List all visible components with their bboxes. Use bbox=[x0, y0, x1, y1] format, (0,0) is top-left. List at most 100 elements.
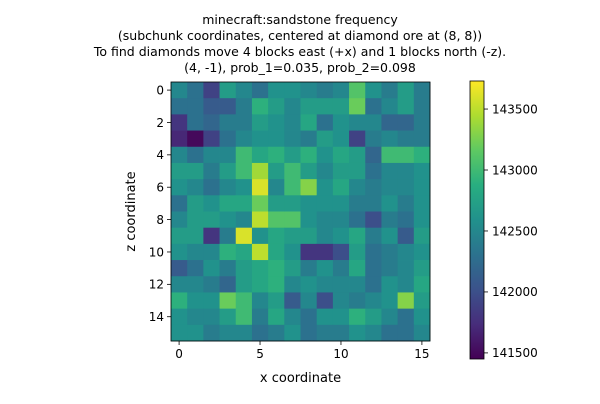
heatmap-cell bbox=[284, 227, 301, 245]
heatmap-cell bbox=[300, 260, 318, 277]
heatmap-cell bbox=[300, 308, 318, 326]
heatmap-cell bbox=[316, 162, 334, 180]
chart-title: minecraft:sandstone frequency (subchunk … bbox=[93, 12, 506, 75]
heatmap-cell bbox=[203, 227, 220, 245]
heatmap-cell bbox=[171, 98, 188, 115]
heatmap-cell bbox=[365, 292, 382, 310]
heatmap-cell bbox=[349, 179, 366, 196]
heatmap-cell bbox=[413, 162, 431, 180]
heatmap-cell bbox=[284, 98, 301, 115]
heatmap-cell bbox=[397, 276, 415, 293]
heatmap-cell bbox=[251, 308, 269, 326]
heatmap-cell bbox=[268, 179, 285, 196]
heatmap-cell bbox=[397, 146, 415, 164]
heatmap-cell bbox=[316, 260, 334, 277]
heatmap-cell bbox=[381, 292, 399, 310]
heatmap-cell bbox=[251, 243, 269, 261]
y-tick-label: 6 bbox=[156, 181, 164, 195]
heatmap-cell bbox=[316, 276, 334, 293]
y-tick-label: 8 bbox=[156, 213, 164, 227]
heatmap-cell bbox=[171, 179, 188, 196]
heatmap-cell bbox=[219, 292, 237, 310]
heatmap-cell bbox=[219, 82, 237, 99]
heatmap-cell bbox=[365, 260, 382, 277]
heatmap-cell bbox=[316, 308, 334, 326]
heatmap-cell bbox=[397, 98, 415, 115]
heatmap-cell bbox=[284, 292, 301, 310]
title-line-4: (4, -1), prob_1=0.035, prob_2=0.098 bbox=[184, 60, 416, 75]
title-line-2: (subchunk coordinates, centered at diamo… bbox=[118, 28, 482, 43]
heatmap-cell bbox=[251, 195, 269, 212]
heatmap-cell bbox=[187, 130, 204, 148]
heatmap-cell bbox=[235, 227, 253, 245]
y-axis-ticks: 0 2 4 6 8 10 12 14 bbox=[149, 83, 171, 324]
heatmap-cell bbox=[268, 162, 285, 180]
heatmap-cell bbox=[397, 179, 415, 196]
heatmap-cell bbox=[300, 114, 318, 131]
heatmap-cell bbox=[413, 324, 431, 342]
heatmap-cell bbox=[284, 162, 301, 180]
heatmap-cell bbox=[300, 162, 318, 180]
heatmap-cell bbox=[235, 146, 253, 164]
heatmap-cell bbox=[219, 276, 237, 293]
heatmap-cell bbox=[349, 276, 366, 293]
heatmap-cell bbox=[316, 146, 334, 164]
x-axis-ticks: 0 5 10 15 bbox=[175, 341, 430, 361]
heatmap-cell bbox=[332, 98, 350, 115]
x-tick-label: 15 bbox=[414, 347, 429, 361]
heatmap-cell bbox=[203, 276, 220, 293]
heatmap-cell bbox=[349, 260, 366, 277]
heatmap-cell bbox=[397, 260, 415, 277]
heatmap-cell bbox=[187, 179, 204, 196]
heatmap-cell bbox=[300, 324, 318, 342]
y-axis-label: z coordinate bbox=[124, 171, 139, 251]
heatmap-cell bbox=[397, 82, 415, 99]
heatmap-cell bbox=[413, 292, 431, 310]
heatmap-cell bbox=[397, 114, 415, 131]
heatmap-cell bbox=[187, 276, 204, 293]
heatmap-cell bbox=[413, 260, 431, 277]
heatmap-cell bbox=[316, 195, 334, 212]
heatmap-cell bbox=[187, 292, 204, 310]
y-tick-label: 0 bbox=[156, 83, 164, 97]
heatmap-cell bbox=[349, 82, 366, 99]
heatmap-cell bbox=[349, 227, 366, 245]
heatmap-cell bbox=[219, 211, 237, 229]
heatmap-cell bbox=[171, 276, 188, 293]
heatmap-cell bbox=[251, 211, 269, 229]
heatmap-cell bbox=[349, 243, 366, 261]
colorbar-tick-label: 142500 bbox=[492, 224, 538, 238]
heatmap-cell bbox=[397, 162, 415, 180]
heatmap-cell bbox=[413, 195, 431, 212]
heatmap-cell bbox=[381, 308, 399, 326]
heatmap-cell bbox=[332, 324, 350, 342]
heatmap-cells bbox=[171, 82, 431, 342]
heatmap-cell bbox=[316, 98, 334, 115]
heatmap-cell bbox=[381, 82, 399, 99]
heatmap-cell bbox=[203, 82, 220, 99]
heatmap-cell bbox=[235, 162, 253, 180]
heatmap-cell bbox=[219, 114, 237, 131]
heatmap-cell bbox=[203, 308, 220, 326]
heatmap-cell bbox=[187, 243, 204, 261]
heatmap-cell bbox=[268, 260, 285, 277]
heatmap-cell bbox=[413, 82, 431, 99]
heatmap-cell bbox=[381, 195, 399, 212]
heatmap-cell bbox=[413, 227, 431, 245]
heatmap-cell bbox=[251, 292, 269, 310]
heatmap-cell bbox=[349, 98, 366, 115]
heatmap-cell bbox=[171, 114, 188, 131]
heatmap-cell bbox=[284, 114, 301, 131]
heatmap-cell bbox=[365, 130, 382, 148]
heatmap-cell bbox=[268, 324, 285, 342]
heatmap-cell bbox=[381, 276, 399, 293]
heatmap-cell bbox=[219, 98, 237, 115]
heatmap-cell bbox=[284, 260, 301, 277]
y-tick-label: 4 bbox=[156, 148, 164, 162]
heatmap-cell bbox=[300, 179, 318, 196]
heatmap-cell bbox=[203, 114, 220, 131]
heatmap-cell bbox=[413, 243, 431, 261]
x-axis-label: x coordinate bbox=[260, 371, 341, 386]
heatmap-cell bbox=[235, 292, 253, 310]
